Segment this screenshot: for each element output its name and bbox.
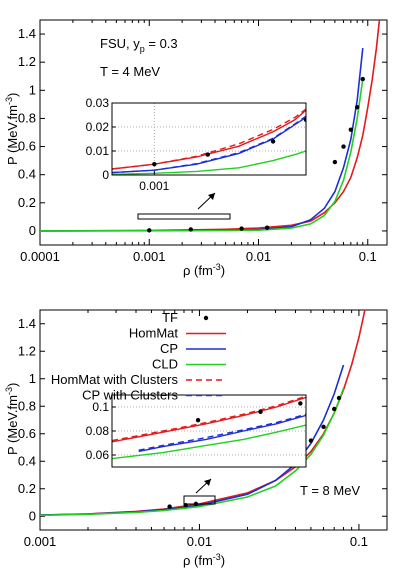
tf-point — [188, 227, 193, 232]
inset-tf-point — [270, 139, 276, 144]
inset-series-line-cp — [138, 414, 306, 453]
inset-ticks: 0 0.01 0.02 0.03 0.001 — [86, 96, 170, 193]
y-tick-label: 0.2 — [18, 481, 36, 496]
tf-point — [348, 127, 354, 132]
y-tick-label: 1.4 — [18, 316, 36, 331]
tf-point — [239, 226, 244, 231]
inset-y-tick-label: 0.08 — [86, 424, 110, 438]
y-axis-label: P (MeV.fm-3) — [4, 93, 20, 165]
inset-series-line-cp-with-clusters — [112, 115, 306, 174]
inset-y-tick-label: 0.02 — [86, 120, 110, 134]
x-tick-label: 0.001 — [24, 534, 57, 549]
series-line-cld — [40, 388, 345, 517]
panel-top: 00.20.40.60.811.21.4 0.0001 0.001 0.01 0.1 … — [4, 19, 388, 278]
tf-point — [308, 438, 314, 443]
y-tick-label: 0.6 — [18, 426, 36, 441]
inset-frame — [111, 102, 307, 176]
legend-swatch-tf — [203, 315, 209, 321]
x-axis-label: ρ (fm-3) — [183, 552, 225, 568]
y-tick-label: 1 — [29, 371, 36, 386]
x-tick-label: 0.01 — [246, 249, 271, 264]
inset-series-line-hommat-with-clusters — [112, 395, 306, 442]
inset-series-layer — [112, 395, 306, 460]
inset-y-tick-label: 0.1 — [92, 400, 109, 414]
series-line-cld — [40, 78, 364, 232]
x-axis-label: ρ (fm-3) — [183, 262, 225, 278]
plot-frame — [39, 309, 388, 531]
tf-point — [336, 395, 342, 401]
legend-label: HomMat — [129, 326, 179, 341]
zoom-region-box — [183, 495, 216, 505]
inset-series-line-hommat — [112, 396, 306, 443]
zoom-region-box — [137, 213, 231, 220]
x-tick-label: 0.1 — [359, 249, 377, 264]
inset-tf-point — [152, 162, 157, 167]
tf-point — [167, 504, 172, 509]
inset-tf-point — [195, 418, 201, 423]
zoom-arrow — [195, 478, 212, 494]
legend-label: HomMat with Clusters — [51, 372, 179, 387]
y-tick-label: 0 — [29, 508, 36, 523]
inset-tf-points — [195, 401, 303, 423]
inset-tf-point — [205, 152, 210, 157]
x-tick-label: 0.0001 — [20, 249, 60, 264]
tf-point — [147, 228, 152, 233]
legend-label: CP with Clusters — [82, 388, 178, 403]
inset-ticks: 0.06 0.08 0.1 — [86, 400, 116, 462]
y-tick-label: 0.2 — [18, 195, 36, 210]
tf-point — [354, 104, 360, 110]
y-axis-ticks: 0 0.2 0.4 0.6 0.8 1 1.2 1.4 — [18, 316, 387, 523]
y-tick-label: 1 — [29, 82, 36, 97]
x-tick-label: 0.001 — [133, 249, 166, 264]
tf-points-layer — [147, 76, 365, 233]
inset-y-tick-label: 0 — [102, 168, 109, 182]
inset-tf-points — [152, 117, 306, 167]
y-tick-label: 0 — [29, 223, 36, 238]
y-tick-label: 1.2 — [18, 343, 36, 358]
x-tick-label: 0.01 — [187, 534, 212, 549]
y-tick-label: 1.4 — [18, 26, 36, 41]
y-tick-label: 0.6 — [18, 139, 36, 154]
inset-tf-point — [258, 409, 263, 414]
inset-tf-point — [298, 401, 303, 406]
y-tick-label: 0.4 — [18, 453, 36, 468]
legend-label: CP — [160, 341, 178, 356]
inset-y-tick-label: 0.03 — [86, 96, 110, 110]
inset-y-tick-label: 0.01 — [86, 144, 110, 158]
temperature-annotation: T = 8 MeV — [300, 483, 360, 498]
y-tick-label: 0.8 — [18, 398, 36, 413]
x-axis-ticks: 0.001 0.01 0.1 — [24, 310, 368, 549]
inset-series-line-cld — [112, 424, 306, 460]
y-tick-label: 0.8 — [18, 110, 36, 125]
legend-label: CLD — [152, 357, 178, 372]
x-tick-label: 0.1 — [350, 534, 368, 549]
inset-background — [112, 103, 306, 175]
y-axis-ticks: 0 0.2 0.4 0.6 0.8 1 1.2 1.4 — [18, 26, 387, 238]
y-tick-label: 1.2 — [18, 54, 36, 69]
plot-frame — [39, 19, 388, 246]
temperature-annotation: T = 4 MeV — [100, 64, 160, 79]
tf-point — [321, 424, 326, 430]
inset-x-tick-label: 0.001 — [139, 179, 169, 193]
inset-series-line-cp-with-clusters — [138, 413, 306, 451]
tf-point — [360, 76, 365, 82]
tf-point — [332, 159, 338, 165]
y-axis-label: P (MeV.fm-3) — [4, 383, 20, 455]
x-axis-ticks: 0.0001 0.001 0.01 0.1 — [20, 20, 377, 264]
tf-point — [264, 225, 270, 230]
inset-tf-point — [303, 117, 306, 122]
legend-label-tf: TF — [162, 310, 178, 325]
panel-bottom: 0 0.2 0.4 0.6 0.8 1 1.2 1.4 0.001 0.01 0.1 P (MeV… — [4, 309, 388, 568]
y-tick-label: 0.4 — [18, 167, 36, 182]
zoom-arrow — [197, 192, 216, 210]
tf-point — [332, 406, 337, 412]
tf-point — [341, 144, 346, 149]
inset-grid — [112, 406, 306, 456]
inset-y-tick-label: 0.06 — [86, 448, 110, 462]
model-annotation: FSU, yp = 0.3 — [100, 36, 178, 54]
